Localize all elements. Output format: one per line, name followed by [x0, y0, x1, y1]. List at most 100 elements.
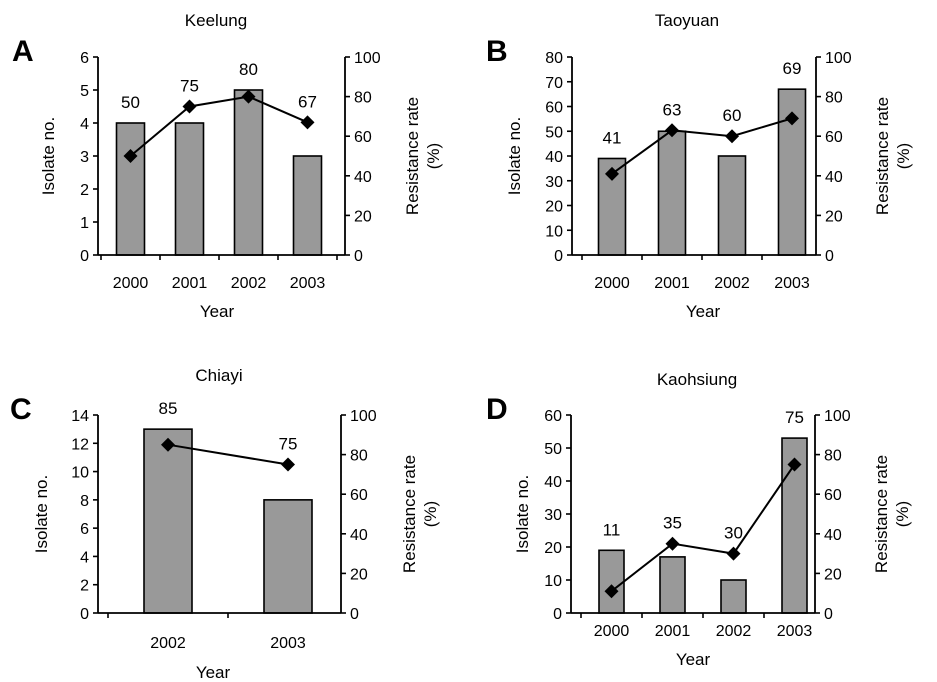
x-tick-label: 2000: [113, 275, 149, 292]
y-tick-label: 14: [71, 408, 89, 425]
diamond-marker: [665, 536, 680, 551]
diamond-marker: [300, 115, 315, 130]
diamond-marker: [726, 546, 741, 561]
x-tick-label: 2003: [290, 275, 326, 292]
y2-tick-label: 20: [825, 208, 843, 225]
y-tick-label: 2: [80, 182, 89, 199]
panel-letter: D: [486, 393, 508, 426]
y-tick-label: 6: [80, 50, 89, 67]
y-tick-label: 30: [545, 174, 563, 191]
y-tick-label: 20: [545, 199, 563, 216]
diamond-marker: [605, 166, 619, 181]
y-axis-label: Isolate no.: [505, 117, 524, 195]
y-tick-label: 4: [80, 549, 89, 566]
y2-axis-label-line2: (%): [894, 143, 913, 169]
chart-title: Taoyuan: [655, 11, 719, 30]
data-label: 75: [785, 408, 804, 427]
y2-axis-label-line1: Resistance rate: [872, 455, 891, 573]
y-tick-label: 50: [545, 124, 563, 141]
data-label: 41: [603, 128, 622, 147]
y-tick-label: 2: [80, 578, 89, 595]
y-tick-label: 5: [80, 83, 89, 100]
x-tick-label: 2002: [714, 275, 750, 292]
panel-letter: A: [12, 35, 34, 68]
chart-panel-c: C Chiayi 0 2 4 6 8 10 12 14 0 20 40 60 80 100 2002 2003 Ye…: [10, 366, 440, 682]
data-label: 30: [724, 524, 743, 543]
y2-tick-label: 60: [825, 129, 843, 146]
bar-2000: [115, 122, 146, 256]
x-tick-label: 2001: [655, 623, 691, 640]
panel-letter: B: [486, 35, 508, 68]
bar-2002: [233, 89, 264, 256]
y-tick-label: 10: [544, 573, 562, 590]
y-tick-label: 0: [80, 606, 89, 623]
bar-2001: [657, 130, 687, 256]
data-label: 63: [663, 100, 682, 119]
y2-tick-label: 80: [825, 90, 843, 107]
diamond-marker: [161, 437, 175, 452]
y2-axis-label-line2: (%): [893, 501, 912, 527]
y-axis-label: Isolate no.: [513, 475, 532, 553]
x-tick-label: 2001: [172, 275, 208, 292]
y-tick-label: 4: [80, 116, 89, 133]
resistance-rate-line: [611, 117, 793, 175]
bar-2003: [263, 499, 313, 614]
resistance-rate-line: [167, 443, 289, 466]
y-tick-label: 60: [544, 408, 562, 425]
y-tick-label: 10: [71, 465, 89, 482]
data-label: 67: [298, 92, 317, 111]
y2-tick-label: 40: [354, 169, 372, 186]
y-tick-label: 0: [554, 248, 563, 265]
data-label: 80: [239, 60, 258, 79]
y2-tick-label: 0: [825, 248, 834, 265]
y2-tick-label: 60: [350, 487, 368, 504]
y2-axis-label-line1: Resistance rate: [873, 97, 892, 215]
bar-2002: [143, 428, 193, 614]
y2-tick-label: 0: [824, 606, 833, 623]
y2-axis-label-line1: Resistance rate: [400, 455, 419, 573]
y-tick-label: 40: [544, 474, 562, 491]
y2-axis-label-line2: (%): [421, 501, 440, 527]
x-tick-label: 2003: [777, 623, 813, 640]
y2-tick-label: 100: [825, 50, 852, 67]
y-tick-label: 30: [544, 507, 562, 524]
bar-2000: [598, 549, 625, 614]
y-tick-label: 8: [80, 493, 89, 510]
diamond-marker: [281, 457, 295, 472]
data-label: 60: [723, 106, 742, 125]
y-tick-label: 0: [80, 248, 89, 265]
data-label: 85: [159, 399, 178, 418]
y2-tick-label: 20: [354, 208, 372, 225]
y-axis-label: Isolate no.: [39, 117, 58, 195]
y2-tick-label: 80: [350, 448, 368, 465]
chart-panel-b: B Taoyuan 0 10 20 30 40 50 60 70 80 0 20 40 60 80 100 200…: [486, 11, 913, 321]
diamond-marker: [725, 129, 739, 144]
diamond-marker: [604, 584, 619, 599]
y2-tick-label: 80: [354, 90, 372, 107]
x-tick-label: 2003: [270, 635, 306, 652]
x-axis-label: Year: [676, 650, 711, 669]
y2-tick-label: 80: [824, 448, 842, 465]
y2-tick-label: 100: [824, 408, 851, 425]
diamond-marker: [241, 89, 256, 104]
x-tick-label: 2001: [654, 275, 690, 292]
data-label: 11: [603, 520, 621, 539]
y2-tick-label: 0: [350, 606, 359, 623]
y-tick-label: 40: [545, 149, 563, 166]
y-tick-label: 12: [71, 436, 89, 453]
y2-tick-label: 20: [824, 566, 842, 583]
y2-tick-label: 60: [824, 487, 842, 504]
x-axis-label: Year: [200, 302, 235, 321]
diamond-marker: [123, 149, 138, 163]
x-tick-label: 2003: [774, 275, 810, 292]
y2-axis-label-line1: Resistance rate: [403, 97, 422, 215]
resistance-rate-line: [129, 95, 308, 157]
diamond-marker: [665, 123, 679, 138]
y-tick-label: 1: [80, 215, 89, 232]
bar-2002: [720, 579, 747, 614]
y-tick-label: 70: [545, 75, 563, 92]
y2-tick-label: 100: [350, 408, 377, 425]
resistance-rate-line: [610, 463, 796, 593]
